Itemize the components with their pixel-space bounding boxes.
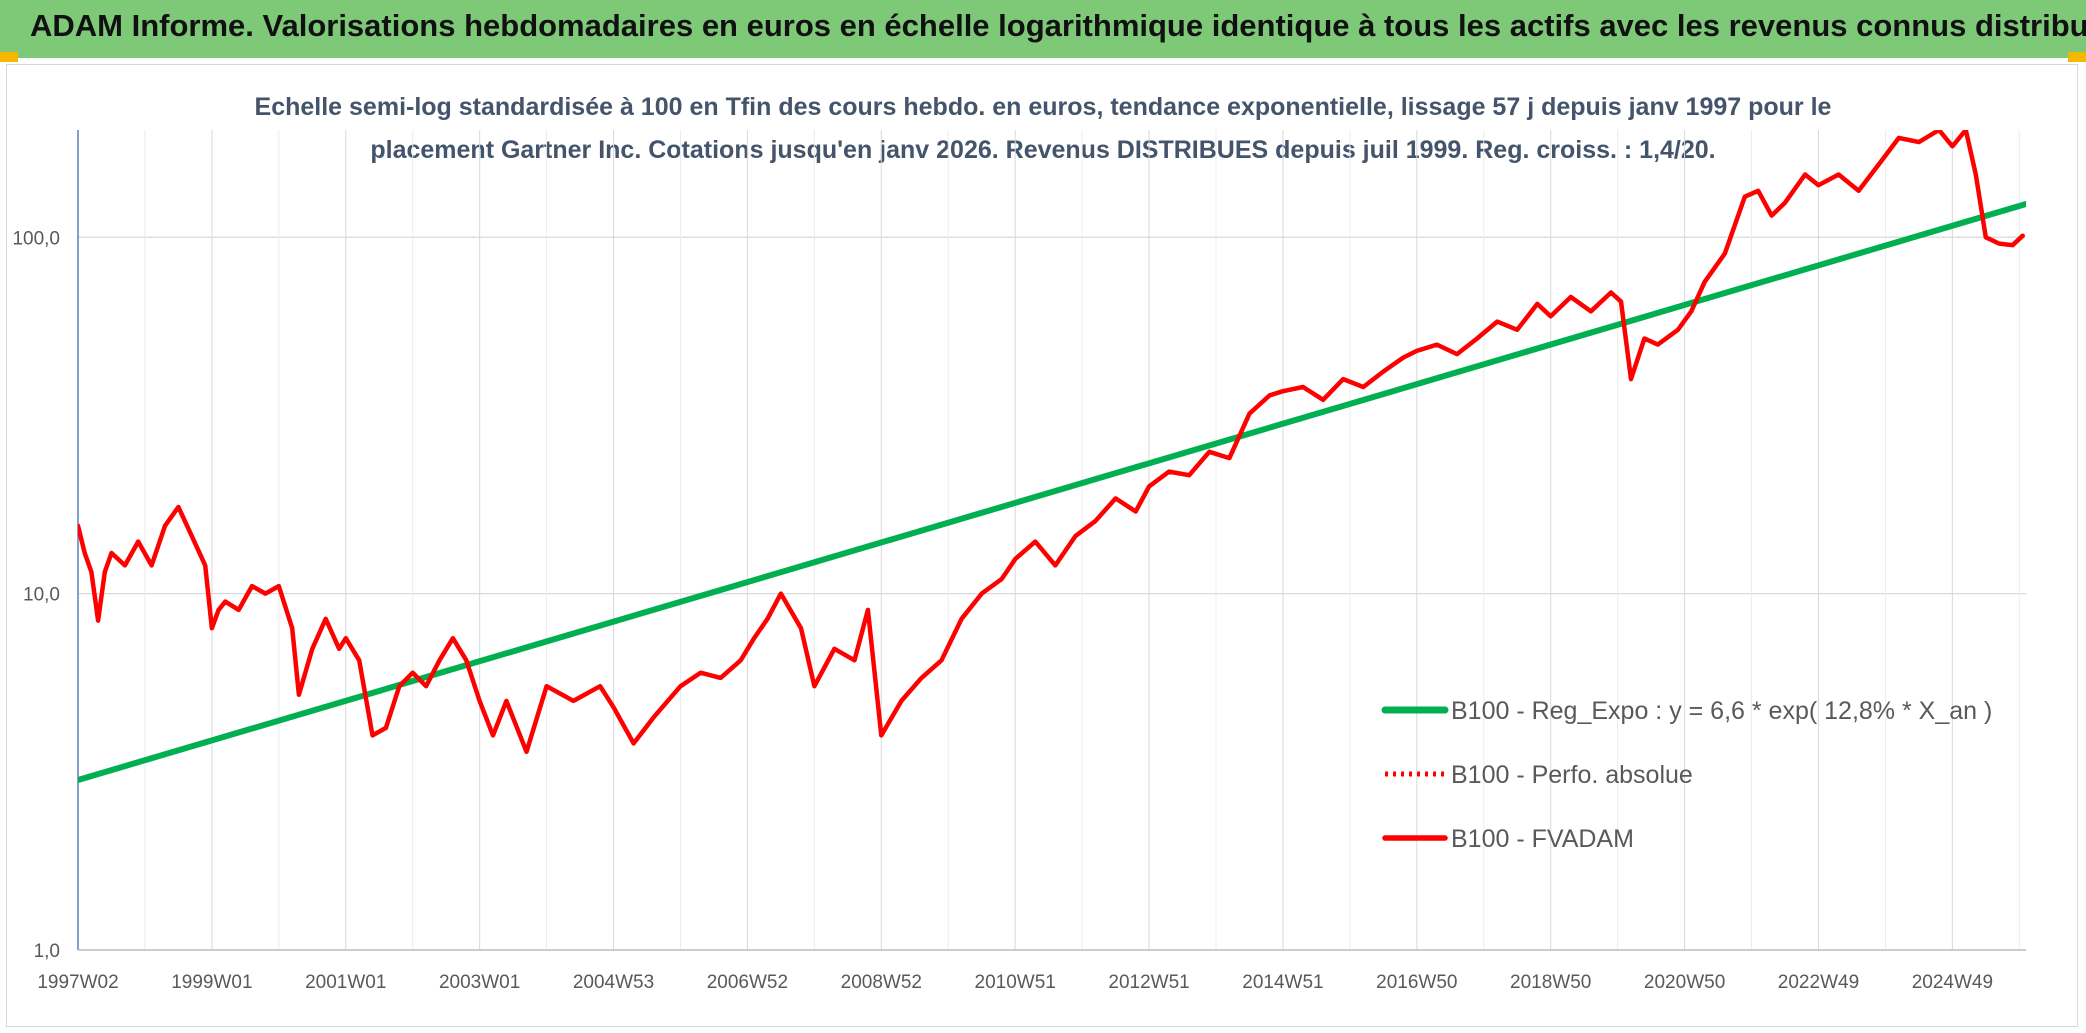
legend-label: B100 - Perfo. absolue (1451, 761, 1693, 789)
x-tick-label: 2004W53 (573, 972, 654, 993)
corner-accent-right (2068, 52, 2086, 62)
x-tick-label: 2016W50 (1376, 972, 1457, 993)
series-regression-line (78, 201, 2026, 783)
legend: B100 - Reg_Expo : y = 6,6 * exp( 12,8% *… (1381, 697, 1992, 853)
x-tick-label: 2012W51 (1108, 972, 1189, 993)
x-tick-label: 2008W52 (841, 972, 922, 993)
x-tick-label: 2014W51 (1242, 972, 1323, 993)
series-layer (78, 130, 2026, 783)
x-tick-label: 2003W01 (439, 972, 520, 993)
y-tick-label: 100,0 (12, 228, 60, 249)
axes: 1,0 10,0 100,0 1997W02 1999W01 2001W01 2003W01… (12, 130, 2026, 993)
x-tick-label: 2020W50 (1644, 972, 1725, 993)
x-tick-label: 2001W01 (305, 972, 386, 993)
y-tick-label: 1,0 (34, 941, 60, 962)
x-tick-label: 1997W02 (37, 972, 118, 993)
series-fvadam-line (78, 130, 2025, 755)
corner-accent-left (0, 52, 18, 62)
y-tick-label: 10,0 (23, 585, 60, 606)
legend-label: B100 - Reg_Expo : y = 6,6 * exp( 12,8% *… (1451, 697, 1992, 725)
x-tick-label: 2024W49 (1912, 972, 1993, 993)
x-tick-label: 2010W51 (975, 972, 1056, 993)
x-tick-label: 2006W52 (707, 972, 788, 993)
grid (77, 130, 2026, 951)
x-tick-label: 2022W49 (1778, 972, 1859, 993)
x-tick-label: 2018W50 (1510, 972, 1591, 993)
x-tick-label: 1999W01 (171, 972, 252, 993)
chart-title-line-2: placement Gartner Inc. Cotations jusqu'e… (370, 136, 1715, 164)
page-title: ADAM Informe. Valorisations hebdomadaire… (30, 8, 2086, 43)
chart-title-line-1: Echelle semi-log standardisée à 100 en T… (255, 93, 1832, 121)
legend-label: B100 - FVADAM (1451, 825, 1634, 853)
header-bar: ADAM Informe. Valorisations hebdomadaire… (0, 0, 2086, 58)
